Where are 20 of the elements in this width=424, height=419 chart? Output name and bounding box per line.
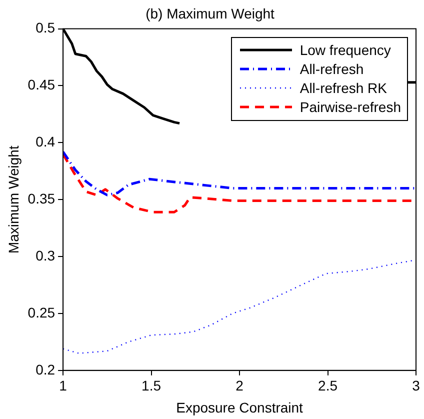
legend-label: All-refresh: [300, 60, 364, 79]
y-axis-title: Maximum Weight: [5, 146, 22, 254]
x-tick-label: 1: [59, 378, 68, 394]
y-tick-label: 0.3: [36, 247, 56, 264]
chart-title: (b) Maximum Weight: [146, 5, 275, 22]
y-tick-label: 0.35: [28, 190, 56, 206]
line-series: [63, 150, 416, 196]
legend-label: Pairwise-refresh: [300, 98, 401, 117]
x-tick-label: 2.5: [318, 378, 338, 394]
legend-label: Low frequency: [300, 40, 391, 60]
y-tick-label: 0.45: [28, 76, 56, 93]
y-tick-label: 0.25: [28, 304, 56, 320]
x-axis-title: Exposure Constraint: [176, 399, 304, 416]
y-tick-label: 0.2: [36, 361, 56, 378]
x-tick-label: 3: [412, 378, 420, 394]
y-tick-label: 0.5: [36, 20, 56, 36]
x-tick-label: 1.5: [142, 378, 162, 394]
x-tick-label: 2: [236, 378, 244, 394]
legend-label: All-refresh RK: [300, 78, 387, 98]
y-tick-label: 0.4: [36, 134, 56, 150]
